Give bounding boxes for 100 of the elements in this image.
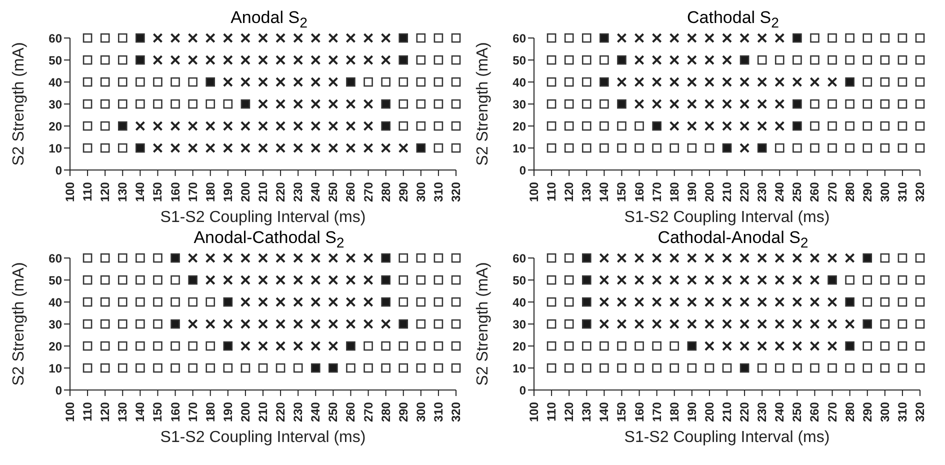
y-tick-label: 10 (512, 361, 526, 376)
point (222, 319, 233, 329)
point (434, 33, 444, 43)
point (118, 121, 128, 131)
point (862, 275, 872, 285)
point (451, 99, 461, 109)
x-tick-label: 140 (133, 402, 148, 422)
x-tick-label: 220 (274, 402, 288, 422)
point (915, 319, 925, 329)
point (617, 99, 626, 109)
point (898, 275, 908, 285)
x-tick-label: 250 (790, 402, 804, 422)
point (136, 77, 145, 87)
point (170, 99, 180, 109)
x-tick-label: 320 (913, 402, 927, 422)
x-tick-label: 260 (344, 402, 358, 422)
point (634, 55, 644, 65)
x-tick-label: 280 (378, 182, 393, 202)
point (310, 319, 321, 329)
point (634, 341, 644, 351)
point (100, 55, 110, 65)
x-tick-label: 220 (738, 402, 752, 422)
x-tick-label: 170 (650, 182, 664, 202)
point (827, 77, 838, 87)
point (240, 275, 250, 285)
x-tick-label: 190 (684, 182, 699, 202)
point (686, 55, 697, 65)
point (564, 341, 574, 351)
point (582, 363, 592, 373)
point (364, 77, 373, 87)
point (616, 77, 627, 87)
point (293, 297, 304, 307)
point (398, 121, 408, 131)
x-tick-label: 130 (116, 402, 130, 422)
x-tick-label: 190 (220, 182, 235, 202)
x-tick-label: 280 (842, 402, 857, 422)
x-tick-label: 240 (772, 402, 787, 422)
point (363, 253, 374, 263)
point (136, 33, 145, 43)
point (328, 341, 338, 351)
x-tick-label: 290 (396, 182, 410, 202)
point (880, 275, 890, 285)
x-tick-label: 110 (80, 182, 95, 202)
x-tick-label: 230 (755, 402, 770, 422)
point (205, 319, 216, 329)
point (222, 253, 233, 263)
point (136, 143, 145, 153)
y-axis-title: S2 Strength (mA) (474, 42, 492, 166)
point (686, 99, 697, 109)
y-tick-label: 50 (512, 273, 526, 288)
y-tick-label: 30 (48, 97, 62, 112)
point (616, 33, 627, 43)
point (898, 297, 908, 307)
point (258, 341, 268, 351)
x-tick-label: 200 (238, 182, 252, 202)
point (669, 121, 680, 131)
y-tick-label: 40 (512, 295, 526, 310)
x-tick-label: 270 (361, 402, 376, 422)
point (669, 55, 680, 65)
point (898, 319, 908, 329)
point (757, 33, 768, 43)
point (669, 99, 680, 109)
point (582, 297, 592, 307)
x-tick-label: 140 (597, 182, 612, 202)
x-tick-label: 310 (431, 182, 446, 202)
y-tick-label: 40 (48, 295, 62, 310)
x-tick-label: 270 (825, 182, 840, 202)
point (774, 363, 784, 373)
y-axis-title: S2 Strength (mA) (10, 42, 28, 166)
point (546, 253, 556, 263)
x-tick-label: 200 (702, 402, 716, 422)
point (915, 275, 925, 285)
x-tick-label: 210 (720, 182, 734, 202)
point (880, 341, 890, 351)
point (398, 319, 408, 329)
point (310, 253, 321, 263)
point (381, 297, 390, 307)
point (564, 253, 574, 263)
x-tick-label: 120 (98, 182, 112, 202)
point (740, 121, 750, 131)
point (222, 275, 233, 285)
point (722, 77, 732, 87)
x-tick-label: 320 (449, 182, 463, 202)
point (434, 55, 444, 65)
point (740, 143, 750, 153)
point (564, 275, 574, 285)
point (346, 253, 356, 263)
point (434, 121, 444, 131)
point (451, 121, 461, 131)
x-tick-label: 280 (842, 182, 857, 202)
point (223, 297, 233, 307)
x-tick-label: 280 (378, 402, 393, 422)
point (652, 341, 662, 351)
point (310, 363, 320, 373)
point (416, 55, 426, 65)
y-tick-label: 0 (519, 383, 526, 398)
x-tick-label: 290 (396, 402, 410, 422)
point (240, 297, 250, 307)
point (652, 33, 662, 43)
x-tick-label: 250 (790, 182, 804, 202)
